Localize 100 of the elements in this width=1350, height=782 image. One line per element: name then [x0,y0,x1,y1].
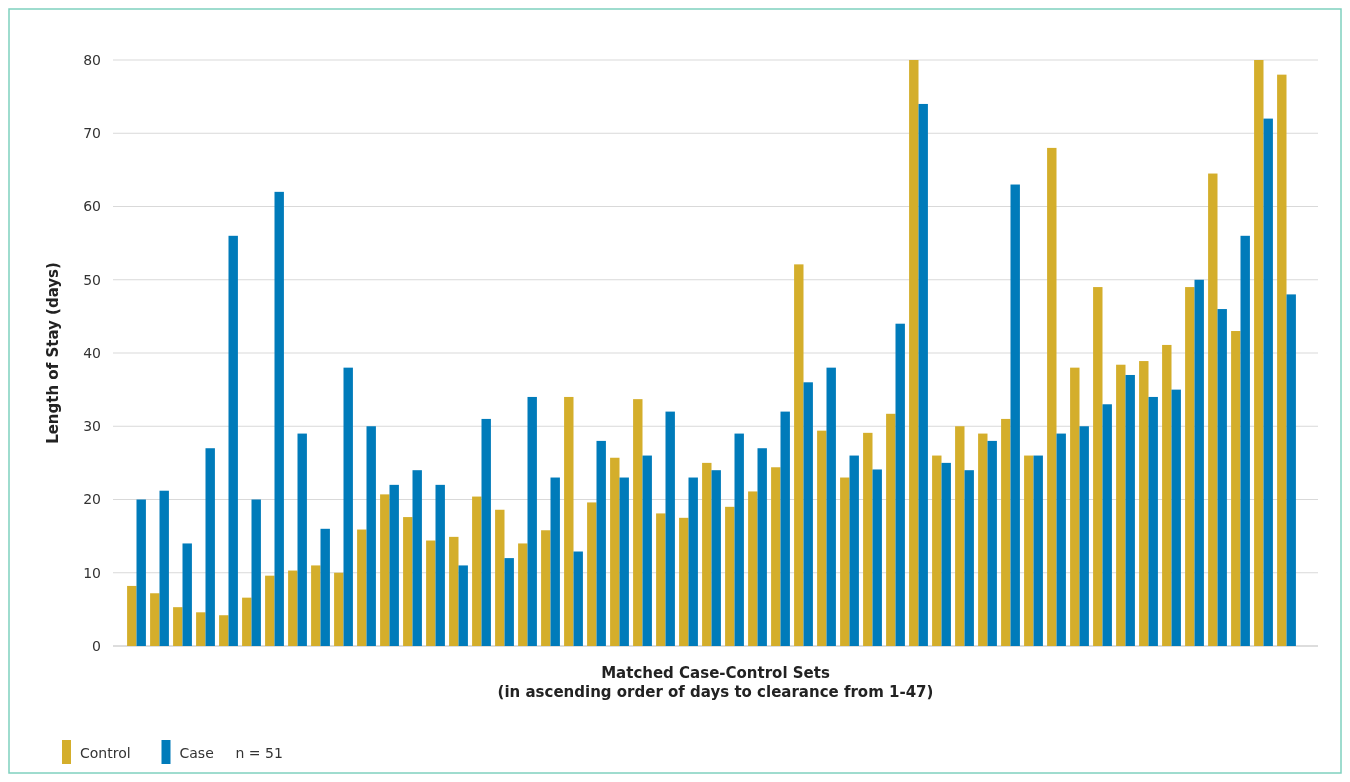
bar [665,411,675,646]
bar [1070,367,1080,646]
bar [1056,433,1066,646]
bar [550,477,560,646]
bar [702,462,712,646]
bar [794,264,804,646]
bar [909,60,919,646]
bar [573,551,583,646]
bar [1010,184,1020,646]
bar [1286,294,1296,646]
legend-label: Control [80,744,131,761]
bar [242,597,252,646]
bar [1185,287,1195,646]
bar [159,490,169,646]
bar [136,499,146,646]
bar [1240,235,1250,646]
bar [1102,404,1112,646]
y-tick-label: 10 [83,564,101,581]
bar [964,470,974,646]
bar [380,494,390,646]
x-axis-title: Matched Case-Control Sets (in ascending order of days to clearance from 1-47) [497,664,934,701]
legend-label: Case [179,744,214,761]
bar [1024,455,1034,646]
bar [656,513,666,646]
bar [150,593,160,646]
bar [817,430,827,646]
bar [504,558,514,646]
bar [564,396,574,646]
bar [1125,374,1135,646]
bar [412,470,422,646]
bar [1254,60,1264,646]
bar [426,540,436,646]
bar [366,426,376,646]
bar [1208,173,1218,646]
bar [196,612,206,646]
bar [182,543,192,646]
y-tick-label: 40 [83,344,101,361]
y-axis-title: Length of Stay (days) [44,262,62,444]
bar [987,440,997,646]
bar [826,367,836,646]
bar [978,433,988,646]
bar [1162,344,1172,646]
bar [518,543,528,646]
bar [173,607,183,646]
bar [1033,455,1043,646]
bar [311,565,321,646]
bar [1001,418,1011,646]
bar [679,517,689,646]
bar [1231,331,1241,646]
bar [127,585,137,646]
bar [1139,361,1149,646]
bar [320,528,330,646]
bar [840,477,850,646]
bar [642,455,652,646]
bar [527,396,537,646]
bar [633,399,643,646]
bar [1093,287,1103,646]
bar [495,509,505,646]
bar [587,502,597,646]
y-tick-label: 0 [92,637,101,654]
bar [435,484,445,646]
y-tick-label: 60 [83,198,101,215]
bar [288,570,298,646]
bar [1116,364,1126,646]
bar [1148,396,1158,646]
y-tick-label: 70 [83,125,101,142]
bar [1217,309,1227,646]
text: n = 51 [235,744,283,761]
bar [711,470,721,646]
bar [205,448,215,646]
bar [481,418,491,646]
bar [872,469,882,646]
bar [228,235,238,646]
bar [932,455,942,646]
bar [955,426,965,646]
bar [863,432,873,646]
bar [725,506,735,646]
bar [895,323,905,646]
bar [941,462,951,646]
bar [274,191,284,646]
y-tick-label: 20 [83,491,101,508]
bar [219,615,229,646]
bar [251,499,261,646]
y-tick-label: 80 [83,51,101,68]
bar [748,491,758,646]
bar [297,433,307,646]
bar [780,411,790,646]
bar [343,367,353,646]
bar [458,565,468,646]
bar [472,496,482,646]
bar [688,477,698,646]
bar [619,477,629,646]
bar [334,572,344,646]
bar [1263,118,1273,646]
y-tick-label: 50 [83,271,101,288]
bar [803,382,813,646]
bar [771,467,781,646]
bar [1277,74,1287,646]
bar [757,448,767,646]
bar [265,575,275,646]
